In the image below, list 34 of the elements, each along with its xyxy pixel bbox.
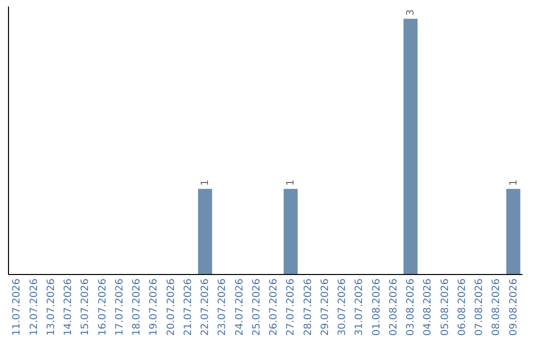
x-tick-label: 06.08.2026: [456, 278, 468, 336]
x-tick-label: 07.08.2026: [474, 278, 486, 336]
x-tick-label: 05.08.2026: [440, 278, 451, 336]
x-tick-label: 22.07.2026: [200, 278, 212, 336]
x-tick-label: 26.07.2026: [268, 278, 280, 336]
x-tick-label: 08.08.2026: [491, 278, 502, 336]
x-tick-label: 16.07.2026: [97, 278, 108, 336]
x-tick-label: 31.07.2026: [354, 278, 366, 336]
data-label: 1: [508, 180, 520, 186]
data-label: 3: [406, 9, 417, 16]
x-tick-label: 14.07.2026: [63, 278, 74, 336]
x-tick-label: 23.07.2026: [217, 278, 228, 336]
x-tick-label: 25.07.2026: [251, 278, 262, 336]
x-tick-label: 30.07.2026: [337, 278, 348, 336]
x-tick-label: 19.07.2026: [148, 278, 160, 336]
x-tick-label: 15.07.2026: [80, 278, 92, 336]
x-tick-label: 29.07.2026: [320, 278, 331, 336]
x-tick-label: 01.08.2026: [371, 278, 382, 336]
x-tick-label: 24.07.2026: [234, 278, 246, 336]
x-tick-label: 11.07.2026: [12, 278, 23, 336]
x-tick-label: 18.07.2026: [132, 278, 143, 336]
x-tick-label: 02.08.2026: [388, 278, 400, 336]
data-label: 1: [200, 180, 212, 186]
data-label: 1: [286, 180, 297, 186]
x-tick-label: 28.07.2026: [302, 278, 314, 336]
x-tick-label: 12.07.2026: [28, 278, 40, 336]
x-tick-label: 17.07.2026: [114, 278, 126, 336]
x-tick-label: 09.08.2026: [508, 278, 520, 336]
x-tick-label: 20.07.2026: [166, 278, 177, 336]
x-tick-label: 03.08.2026: [406, 278, 417, 336]
x-tick-label: 21.07.2026: [182, 278, 194, 336]
x-tick-label: 13.07.2026: [46, 278, 57, 336]
x-tick-label: 27.07.2026: [286, 278, 297, 336]
x-tick-label: 04.08.2026: [422, 278, 434, 336]
